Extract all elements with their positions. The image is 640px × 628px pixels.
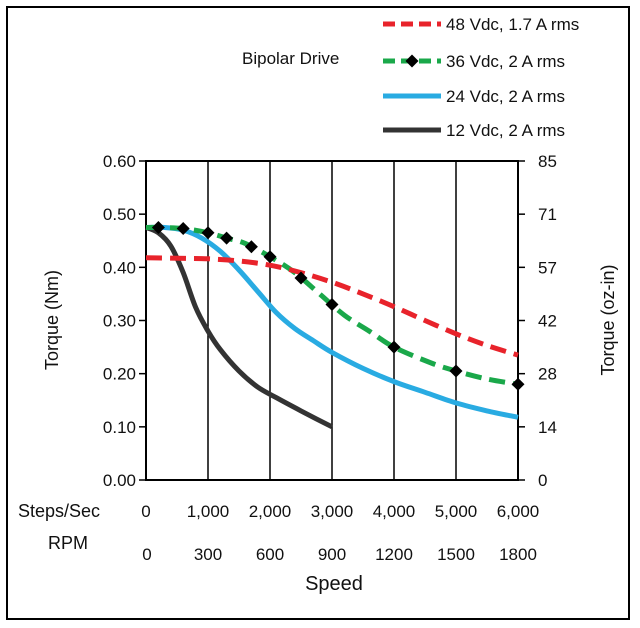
series-marker-diamond	[449, 364, 463, 378]
x-row-label-rpm: RPM	[48, 533, 88, 553]
chart-frame	[6, 6, 630, 620]
y-tick-label-left: 0.20	[103, 365, 136, 384]
series-line-4	[145, 225, 334, 430]
bipolar-drive-annotation: Bipolar Drive	[242, 49, 339, 68]
y-tick-label-right: 85	[538, 152, 557, 171]
series-marker-diamond	[176, 222, 190, 236]
x-tick-label-rpm: 1500	[437, 545, 475, 564]
series-marker-diamond	[325, 298, 339, 312]
y-tick-label-right: 71	[538, 205, 557, 224]
legend-label-4: 12 Vdc, 2 A rms	[446, 121, 565, 140]
y-tick-label-right: 0	[538, 471, 547, 490]
x-tick-label-rpm: 0	[142, 545, 151, 564]
y-tick-label-left: 0.00	[103, 471, 136, 490]
legend: 48 Vdc, 1.7 A rms 36 Vdc, 2 A rms 24 Vdc, …	[383, 15, 579, 140]
y-axis-label-right: Torque (oz-in)	[598, 264, 618, 375]
y-tick-label-left: 0.60	[103, 152, 136, 171]
x-tick-label-steps: 0	[141, 502, 150, 521]
series-marker-diamond	[511, 377, 525, 391]
series-marker-diamond	[244, 240, 258, 254]
y-tick-label-right: 14	[538, 418, 557, 437]
series-marker-diamond	[294, 271, 308, 285]
y-tick-label-right: 42	[538, 312, 557, 331]
y-tick-label-left: 0.40	[103, 258, 136, 277]
x-tick-label-rpm: 300	[194, 545, 222, 564]
x-tick-label-steps: 6,000	[497, 502, 540, 521]
legend-marker-diamond	[405, 54, 419, 68]
x-tick-label-steps: 1,000	[187, 502, 230, 521]
x-tick-label-steps: 3,000	[311, 502, 354, 521]
series-marker-diamond	[151, 220, 165, 234]
series-line-3	[145, 224, 519, 420]
series-layer	[145, 220, 525, 430]
series-marker-diamond	[387, 340, 401, 354]
series-line-1	[145, 255, 519, 358]
series-marker-diamond	[263, 250, 277, 264]
x-tick-label-rpm: 1800	[499, 545, 537, 564]
grid-layer	[207, 161, 457, 480]
x-tick-label-steps: 2,000	[249, 502, 292, 521]
legend-label-2: 36 Vdc, 2 A rms	[446, 52, 565, 71]
y-tick-label-left: 0.50	[103, 205, 136, 224]
y-tick-label-right: 28	[538, 365, 557, 384]
legend-label-3: 24 Vdc, 2 A rms	[446, 87, 565, 106]
x-row-label-steps: Steps/Sec	[18, 501, 100, 521]
y-tick-label-left: 0.10	[103, 418, 136, 437]
axis-layer: 0.00 0 0.10 14 0.20 28 0.30 42 0.40 57 0.50 71 0.60 8…	[103, 152, 557, 564]
y-axis-label-left: Torque (Nm)	[42, 270, 62, 370]
series-marker-diamond	[201, 226, 215, 240]
series-marker-diamond	[220, 231, 234, 245]
x-tick-label-steps: 5,000	[435, 502, 478, 521]
series-line-2	[145, 224, 519, 387]
x-tick-label-rpm: 900	[318, 545, 346, 564]
x-axis-label: Speed	[305, 573, 363, 595]
y-tick-label-right: 57	[538, 258, 557, 277]
x-tick-label-steps: 4,000	[373, 502, 416, 521]
x-tick-label-rpm: 600	[256, 545, 284, 564]
x-tick-label-rpm: 1200	[375, 545, 413, 564]
y-tick-label-left: 0.30	[103, 312, 136, 331]
legend-label-1: 48 Vdc, 1.7 A rms	[446, 15, 579, 34]
